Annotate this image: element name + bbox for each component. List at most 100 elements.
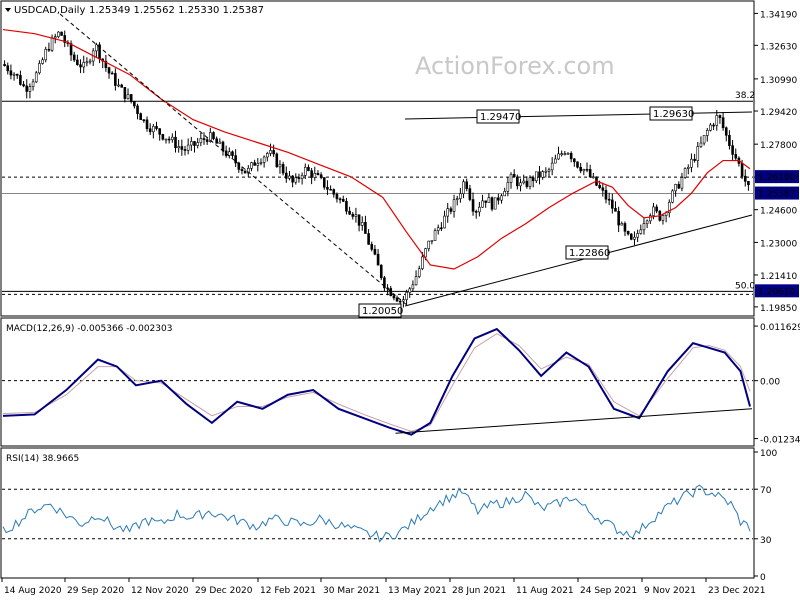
candle-body — [645, 220, 649, 224]
candle-body — [253, 162, 256, 166]
candle-body — [661, 215, 665, 221]
candle-body — [120, 84, 123, 88]
candle-body — [712, 124, 715, 127]
date-tick-label: 30 Mar 2021 — [323, 586, 380, 596]
candle-body — [28, 86, 32, 92]
price-badge-label: 1.25387 — [758, 190, 795, 200]
rsi-line — [2, 484, 751, 543]
candle-body — [525, 180, 529, 187]
price-annotation-box — [649, 106, 693, 121]
price-panel-frame — [0, 0, 755, 317]
candle-body — [411, 284, 415, 290]
candle-body — [126, 94, 130, 99]
candle-body — [633, 236, 636, 240]
candle-body — [715, 115, 719, 126]
candle-body — [155, 126, 158, 129]
date-tick-label: 9 Nov 2021 — [644, 586, 696, 596]
candle-body — [123, 87, 127, 99]
candle-body — [370, 244, 374, 250]
candle-body — [487, 197, 491, 203]
candle-body — [148, 128, 152, 133]
candle-body — [357, 214, 361, 226]
price-tick-label: 1.23000 — [760, 239, 797, 249]
candle-body — [455, 198, 459, 201]
date-tick-label: 23 Dec 2021 — [708, 586, 766, 596]
candle-body — [202, 138, 206, 140]
candle-body — [620, 223, 624, 226]
candle-body — [338, 198, 342, 201]
candle-body — [190, 141, 193, 146]
candle-body — [209, 132, 212, 142]
rsi-tick-label: 70 — [760, 486, 772, 496]
candle-body — [734, 154, 738, 159]
candle-body — [481, 200, 484, 208]
candle-body — [307, 166, 310, 171]
candle-body — [41, 59, 44, 64]
triangle-down-icon — [5, 8, 11, 12]
candle-body — [12, 73, 16, 76]
candle-body — [50, 37, 54, 51]
date-tick-label: 12 Nov 2020 — [131, 586, 189, 596]
candle-body — [177, 146, 180, 149]
candle-body — [313, 172, 317, 178]
price-tick-label: 1.29420 — [760, 108, 797, 118]
candle-body — [294, 177, 298, 183]
candle-body — [231, 151, 234, 156]
candle-body — [136, 105, 139, 114]
candle-body — [22, 84, 25, 87]
candle-body — [607, 198, 611, 201]
candle-body — [278, 164, 282, 168]
candle-body — [554, 158, 557, 164]
candle-body — [161, 134, 165, 140]
candle-body — [291, 175, 294, 183]
candle-body — [585, 169, 589, 171]
candle-body — [63, 35, 67, 43]
candle-body — [614, 208, 617, 212]
candle-body — [3, 64, 6, 67]
date-tick-label: 24 Sep 2021 — [580, 586, 637, 596]
candle-body — [506, 182, 510, 192]
candle-body — [247, 168, 250, 174]
fib-38-label: 38.2 — [735, 91, 755, 101]
candle-body — [667, 201, 671, 214]
date-tick-label: 29 Sep 2020 — [67, 586, 124, 596]
candle-body — [652, 206, 655, 216]
candle-body — [82, 62, 86, 68]
candle-body — [284, 172, 288, 179]
candle-body — [199, 138, 203, 143]
candle-body — [142, 119, 146, 122]
candle-body — [88, 60, 92, 63]
candle-body — [408, 288, 412, 293]
candle-body — [240, 169, 244, 172]
price-annotation-box — [565, 245, 609, 260]
candle-body — [465, 181, 469, 189]
candle-body — [566, 152, 570, 155]
candle-body — [724, 127, 728, 136]
rsi-tick-label: 100 — [760, 449, 777, 459]
candle-body — [79, 64, 82, 68]
candle-body — [686, 166, 690, 169]
candle-body — [576, 161, 579, 168]
candle-body — [573, 158, 576, 163]
candle-body — [630, 233, 633, 240]
candle-body — [38, 63, 41, 74]
candle-body — [110, 72, 114, 75]
candle-body — [262, 156, 266, 163]
date-tick-label: 28 Jun 2021 — [452, 586, 506, 596]
candle-body — [272, 150, 275, 155]
candle-body — [31, 81, 35, 87]
candle-body — [158, 128, 161, 135]
macd-title: MACD(12,26,9) -0.005366 -0.002303 — [6, 324, 172, 334]
candle-body — [164, 138, 168, 141]
macd-line — [2, 327, 751, 436]
candle-body — [269, 150, 272, 154]
candle-body — [76, 59, 79, 66]
candle-body — [171, 136, 174, 140]
candle-body — [626, 231, 630, 235]
candle-body — [705, 130, 709, 136]
candle-body — [709, 124, 712, 131]
candle-body — [196, 142, 199, 146]
candle-body — [167, 138, 171, 141]
candle-body — [69, 43, 73, 56]
